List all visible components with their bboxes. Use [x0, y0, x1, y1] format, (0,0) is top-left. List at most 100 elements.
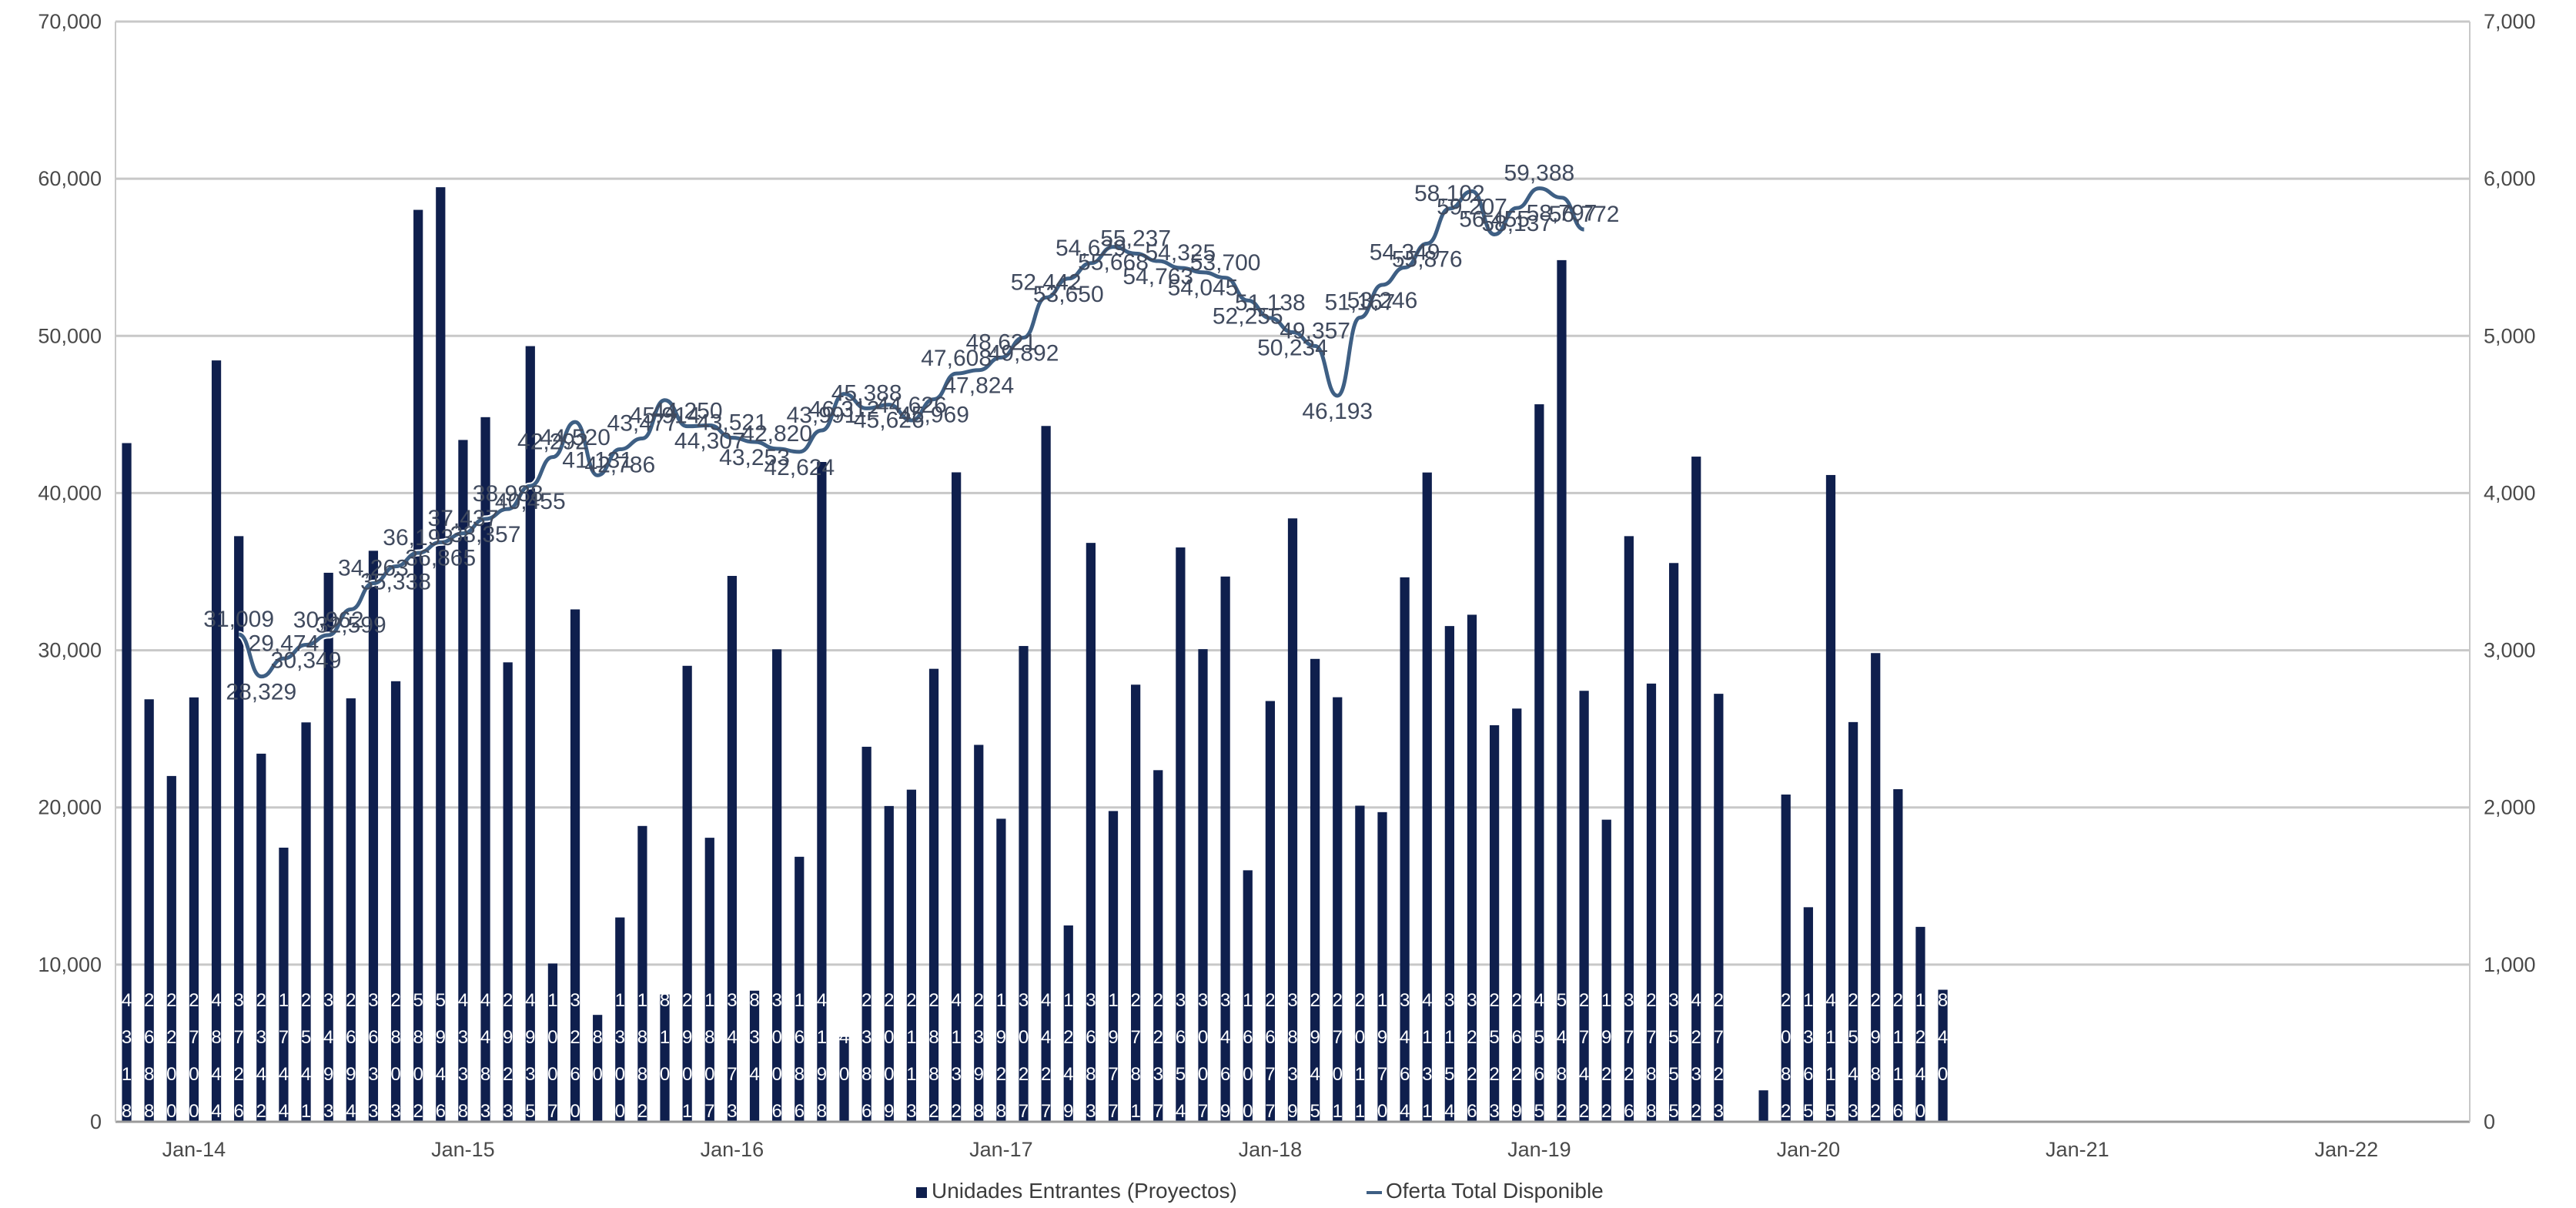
bar-data-label: 5 — [1668, 1064, 1678, 1085]
bar-data-label: 6 — [1086, 1027, 1096, 1048]
bar-data-label: 1 — [1915, 990, 1925, 1011]
line-data-label: 55,668 — [1078, 250, 1149, 276]
y-right-tick-label: 1,000 — [2484, 953, 2536, 976]
line-data-label: 47,824 — [943, 373, 1014, 399]
bar-data-label: 4 — [1400, 1101, 1410, 1122]
bar-data-label: 1 — [1893, 1027, 1903, 1048]
bar-data-label: 2 — [1646, 990, 1656, 1011]
bar-data-label: 7 — [1646, 1027, 1656, 1048]
bar-data-label: 2 — [1512, 990, 1522, 1011]
bar-data-label: 6 — [1243, 1027, 1253, 1048]
line-data-label: 43,991 — [787, 403, 858, 428]
bar-data-label: 2 — [1624, 1064, 1634, 1085]
bar-data-label: 3 — [615, 1027, 625, 1048]
bar-data-label: 1 — [1422, 1101, 1432, 1122]
bar — [615, 917, 625, 1122]
bar-data-label: 4 — [122, 990, 132, 1011]
bar-data-label: 1 — [817, 1027, 827, 1048]
bar-data-label: 4 — [346, 1101, 356, 1122]
y-right-tick-label: 2,000 — [2484, 796, 2536, 819]
bar — [234, 536, 244, 1122]
bar-data-label: 3 — [1086, 990, 1096, 1011]
bar-data-label: 2 — [1467, 1027, 1477, 1048]
bar — [1915, 926, 1925, 1122]
bar-data-label: 8 — [660, 990, 670, 1011]
y-right-tick-label: 4,000 — [2484, 481, 2536, 504]
line-data-label: 29,474 — [249, 631, 319, 656]
bar-data-label: 0 — [1355, 1027, 1365, 1048]
bar-data-label: 3 — [323, 1101, 333, 1122]
x-tick-label: Jan-14 — [162, 1138, 226, 1161]
bar-data-label: 1 — [906, 1064, 916, 1085]
bar-data-label: 0 — [413, 1064, 423, 1085]
line-data-label: 56,772 — [1549, 202, 1620, 227]
line-data-label: 49,357 — [1280, 318, 1350, 343]
bar-data-label: 1 — [795, 990, 805, 1011]
y-right-tick-label: 7,000 — [2484, 10, 2536, 33]
bar — [256, 753, 266, 1122]
bar-data-label: 1 — [951, 1027, 961, 1048]
bar-data-label: 6 — [234, 1101, 244, 1122]
bar-data-label: 7 — [1019, 1101, 1029, 1122]
bar-data-label: 5 — [1534, 1027, 1544, 1048]
axes: 0 10,000 20,000 30,000 40,000 50,000 60,000 70,… — [38, 10, 2535, 1161]
bar-data-label: 4 — [301, 1064, 311, 1085]
bar-data-label: 1 — [122, 1064, 132, 1085]
bar-data-label: 6 — [144, 1027, 154, 1048]
bar-data-label: 3 — [1198, 990, 1208, 1011]
bar — [503, 662, 513, 1122]
bar-data-label: 7 — [279, 1027, 289, 1048]
bar-data-label: 8 — [1781, 1064, 1791, 1085]
bar-data-label: 5 — [1489, 1027, 1499, 1048]
bar-data-label: 3 — [323, 990, 333, 1011]
bar — [1893, 789, 1903, 1122]
bar — [1848, 721, 1858, 1122]
bar-data-label: 0 — [1758, 1027, 1768, 1048]
bar-data-label: 0 — [1938, 1064, 1948, 1085]
line-data-label: 50,234 — [1257, 336, 1328, 361]
bar-data-label: 3 — [1467, 990, 1477, 1011]
bar-data-label: 4 — [1220, 1027, 1230, 1048]
x-tick-label: Jan-21 — [2046, 1138, 2109, 1161]
bar — [1646, 683, 1657, 1122]
x-tick-label: Jan-17 — [969, 1138, 1033, 1161]
bar-data-label: 4 — [1691, 990, 1701, 1011]
bar-data-label: 0 — [1333, 1064, 1343, 1085]
bar-data-label: 2 — [1714, 990, 1724, 1011]
bar-data-label: 2 — [1781, 990, 1791, 1011]
bar-data-label: 5 — [1825, 1101, 1835, 1122]
bar-data-label: 6 — [1534, 1064, 1544, 1085]
bar — [1512, 708, 1522, 1122]
bar-data-label: 1 — [1444, 1027, 1454, 1048]
bar-data-label: 3 — [1803, 1027, 1813, 1048]
bar-data-label: 3 — [1153, 1064, 1163, 1085]
bar-data-label: 1 — [301, 1101, 311, 1122]
bar-data-label: 5 — [1803, 1101, 1813, 1122]
bar-data-label: 7 — [1198, 1101, 1208, 1122]
bar — [1534, 404, 1544, 1122]
bar-data-label: 7 — [1108, 1101, 1118, 1122]
line-data-label: 47,608 — [921, 346, 992, 371]
bar — [1333, 697, 1343, 1122]
bar-data-label: 1 — [1601, 990, 1611, 1011]
bar-data-label: 1 — [1243, 990, 1253, 1011]
bar — [480, 417, 490, 1122]
bar-data-label: 0 — [390, 1064, 400, 1085]
bar-data-label: 5 — [525, 1101, 535, 1122]
bar-data-label: 5 — [1848, 1027, 1858, 1048]
bar — [1265, 701, 1275, 1122]
bar-data-label: 0 — [1019, 1027, 1029, 1048]
bar-data-label: 4 — [839, 1027, 849, 1048]
bar-data-label: 1 — [1422, 1027, 1432, 1048]
bar-data-label: 2 — [1489, 1064, 1499, 1085]
bar — [817, 462, 827, 1122]
bar-data-label: 4 — [211, 1101, 221, 1122]
line-data-label: 43,477 — [607, 410, 678, 436]
bar — [279, 847, 289, 1122]
bar-data-label: 8 — [390, 1027, 400, 1048]
x-tick-label: Jan-18 — [1239, 1138, 1303, 1161]
bar-data-label: 3 — [1714, 1101, 1724, 1122]
bar-data-label: 1 — [1377, 990, 1387, 1011]
bar — [570, 609, 580, 1122]
